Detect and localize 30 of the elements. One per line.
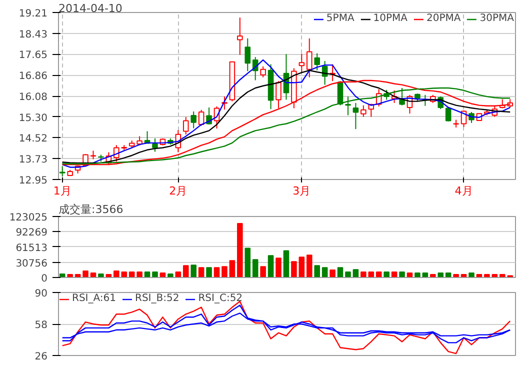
series-label: RSI_A:61 bbox=[72, 293, 116, 304]
y-tick-label: 17.65 bbox=[18, 50, 48, 62]
legend-label: RSI_B:52 bbox=[135, 293, 180, 304]
y-tick-label: 123025 bbox=[9, 212, 48, 224]
y-tick-label: 12.95 bbox=[18, 176, 48, 186]
legend-label: 30PMA bbox=[480, 13, 514, 24]
y-tick-label: 16.08 bbox=[18, 92, 48, 103]
y-tick-label: 61513 bbox=[16, 243, 48, 254]
chart-title: 2014-04-10 bbox=[58, 2, 122, 15]
y-tick-label: 18.43 bbox=[18, 29, 48, 40]
x-tick-label: 4月 bbox=[454, 184, 473, 198]
chart-title: 成交量:3566 bbox=[58, 203, 124, 216]
y-tick-label: 0 bbox=[41, 274, 48, 284]
y-tick-label: 19.21 bbox=[18, 8, 48, 20]
legend-label: 5PMA bbox=[326, 13, 354, 24]
x-tick-label: 2月 bbox=[169, 184, 188, 198]
y-tick-label: 13.73 bbox=[18, 154, 48, 166]
x-tick-label: 3月 bbox=[292, 184, 311, 198]
y-tick-label: 92269 bbox=[16, 228, 48, 239]
y-tick-label: 16.86 bbox=[18, 71, 48, 82]
legend-label: RSI_C:52 bbox=[198, 293, 243, 304]
y-tick-label: 90 bbox=[34, 288, 48, 300]
legend-label: 20PMA bbox=[426, 13, 461, 24]
legend-label: 10PMA bbox=[373, 13, 408, 24]
y-tick-label: 30756 bbox=[16, 258, 48, 270]
y-tick-label: 26 bbox=[34, 352, 48, 362]
y-tick-label: 15.30 bbox=[18, 112, 48, 124]
y-tick-label: 58 bbox=[34, 320, 48, 331]
x-tick-label: 1月 bbox=[53, 184, 72, 198]
y-tick-label: 14.52 bbox=[18, 134, 48, 145]
